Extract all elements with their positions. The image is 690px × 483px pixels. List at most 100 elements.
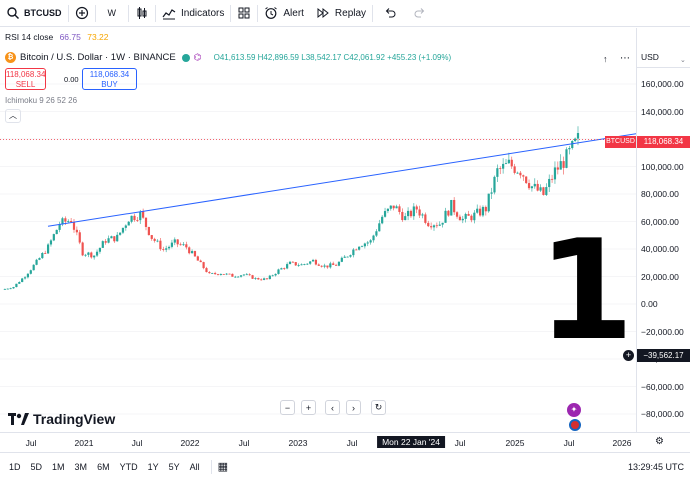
candle-body — [104, 241, 107, 243]
candle-body — [360, 246, 364, 248]
sell-label: SELL — [15, 80, 36, 89]
candle-body — [548, 178, 551, 188]
chart-area[interactable] — [0, 28, 690, 432]
indicators-button[interactable]: Indicators — [156, 0, 230, 27]
candle-body — [12, 287, 15, 289]
scroll-up-arrow-icon[interactable]: ↑ — [603, 54, 608, 64]
range-button-1y[interactable]: 1Y — [147, 461, 159, 472]
scroll-right-button[interactable]: › — [346, 400, 361, 415]
range-button-5y[interactable]: 5Y — [168, 461, 180, 472]
candle-body — [58, 224, 61, 230]
alarm-clock-icon — [265, 7, 278, 19]
candle-body — [176, 239, 179, 245]
candle-body — [455, 212, 459, 217]
chart-type-button[interactable] — [129, 0, 155, 27]
collapse-legend-button[interactable]: ︿ — [5, 109, 21, 123]
ichimoku-legend[interactable]: Ichimoku 9 26 52 26 — [5, 96, 78, 105]
settings-gear-icon[interactable]: ⚙ — [655, 436, 664, 447]
big-number-annotation[interactable]: 1 — [538, 210, 635, 371]
candle-body — [61, 218, 64, 225]
range-button-3m[interactable]: 3M — [74, 461, 88, 472]
range-button-5d[interactable]: 5D — [30, 461, 43, 472]
price-tick-label: −80,000.00 — [641, 409, 684, 419]
event-us-flag-icon[interactable] — [569, 419, 581, 431]
time-tick-label: Jul — [25, 438, 37, 448]
candle-body — [421, 214, 424, 216]
time-tick-label: 2021 — [74, 438, 94, 448]
candle-body — [46, 244, 50, 254]
candle-body — [409, 210, 413, 217]
divider — [210, 459, 212, 474]
candle-body — [271, 275, 274, 277]
range-button-all[interactable]: All — [189, 461, 200, 472]
trend-line[interactable] — [47, 133, 637, 227]
undo-button[interactable] — [373, 0, 407, 27]
zoom-in-button[interactable]: + — [301, 400, 316, 415]
date-range-calendar-icon[interactable]: ▦ — [217, 461, 229, 473]
reset-chart-button[interactable]: ↻ — [371, 400, 386, 415]
candle-body — [525, 176, 528, 184]
low-value: L38,542.17 — [301, 53, 342, 62]
symbol-search[interactable]: BTCUSD — [0, 0, 68, 27]
candle-body — [211, 273, 214, 274]
price-tick-label: 60,000.00 — [641, 216, 679, 227]
candle-body — [358, 246, 361, 250]
candle-body — [484, 206, 487, 212]
symbol-title[interactable]: Bitcoin / U.S. Dollar · 1W · BINANCE — [20, 52, 176, 63]
time-axis-divider — [0, 432, 690, 433]
candle-body — [550, 178, 554, 180]
range-button-1d[interactable]: 1D — [9, 461, 21, 472]
candle-body — [574, 138, 577, 141]
candle-body — [196, 256, 199, 261]
rsi-value-1: 66.75 — [59, 32, 81, 42]
divider — [155, 4, 156, 22]
share-nodes-icon[interactable]: ⌬ — [193, 52, 202, 62]
candle-body — [84, 254, 87, 256]
candle-body — [432, 225, 436, 228]
more-options-icon[interactable]: ⋯ — [620, 53, 630, 64]
candle-body — [533, 183, 536, 187]
market-open-dot-icon — [181, 53, 190, 62]
candle-body — [375, 231, 378, 236]
clock[interactable]: 13:29:45 UTC — [627, 461, 684, 472]
tradingview-logo-icon — [8, 413, 29, 425]
candle-body — [81, 242, 84, 256]
indicators-label: Indicators — [181, 7, 225, 19]
candle-body — [193, 251, 197, 257]
add-alert-plus-icon[interactable]: + — [623, 350, 634, 361]
candle-body — [519, 172, 522, 176]
chevron-down-icon[interactable]: ⌄ — [680, 57, 686, 64]
range-button-1m[interactable]: 1M — [52, 461, 65, 472]
candle-body — [21, 278, 24, 283]
high-value: H42,896.59 — [257, 53, 300, 62]
divider — [94, 4, 96, 22]
top-toolbar: BTCUSD W Indicators Alert Replay — [0, 0, 690, 27]
redo-button[interactable] — [407, 0, 433, 27]
candle-body — [15, 283, 18, 288]
alert-button[interactable]: Alert — [258, 0, 310, 27]
sell-button[interactable]: 118,068.34 SELL — [5, 68, 46, 90]
rsi-legend: RSI 14 close 66.75 73.22 — [5, 32, 109, 42]
candle-body — [401, 211, 404, 221]
candle-body — [52, 234, 55, 241]
event-crypto-icon[interactable]: ✦ — [567, 403, 581, 417]
candle-body — [257, 277, 260, 280]
candle-body — [78, 232, 81, 243]
range-button-6m[interactable]: 6M — [97, 461, 110, 472]
templates-button[interactable] — [231, 0, 257, 27]
candle-body — [262, 278, 266, 280]
compare-button[interactable] — [69, 0, 95, 27]
price-chart[interactable] — [0, 28, 690, 432]
price-tick-label: 40,000.00 — [641, 244, 679, 254]
bottom-toolbar: 1D 5D 1M 3M 6M YTD 1Y 5Y All ▦ 13:29:45 UTC — [0, 452, 690, 480]
scroll-left-button[interactable]: ‹ — [325, 400, 340, 415]
chevron-up-icon: ︿ — [9, 111, 17, 120]
currency-label[interactable]: USD — [641, 52, 659, 62]
candle-body — [124, 225, 127, 228]
replay-button[interactable]: Replay — [310, 0, 372, 27]
buy-button[interactable]: 118,068.34 BUY — [82, 68, 137, 90]
zoom-out-button[interactable]: − — [280, 400, 295, 415]
interval-button[interactable]: W — [96, 0, 129, 27]
candle-body — [90, 252, 93, 258]
range-button-ytd[interactable]: YTD — [119, 461, 138, 472]
